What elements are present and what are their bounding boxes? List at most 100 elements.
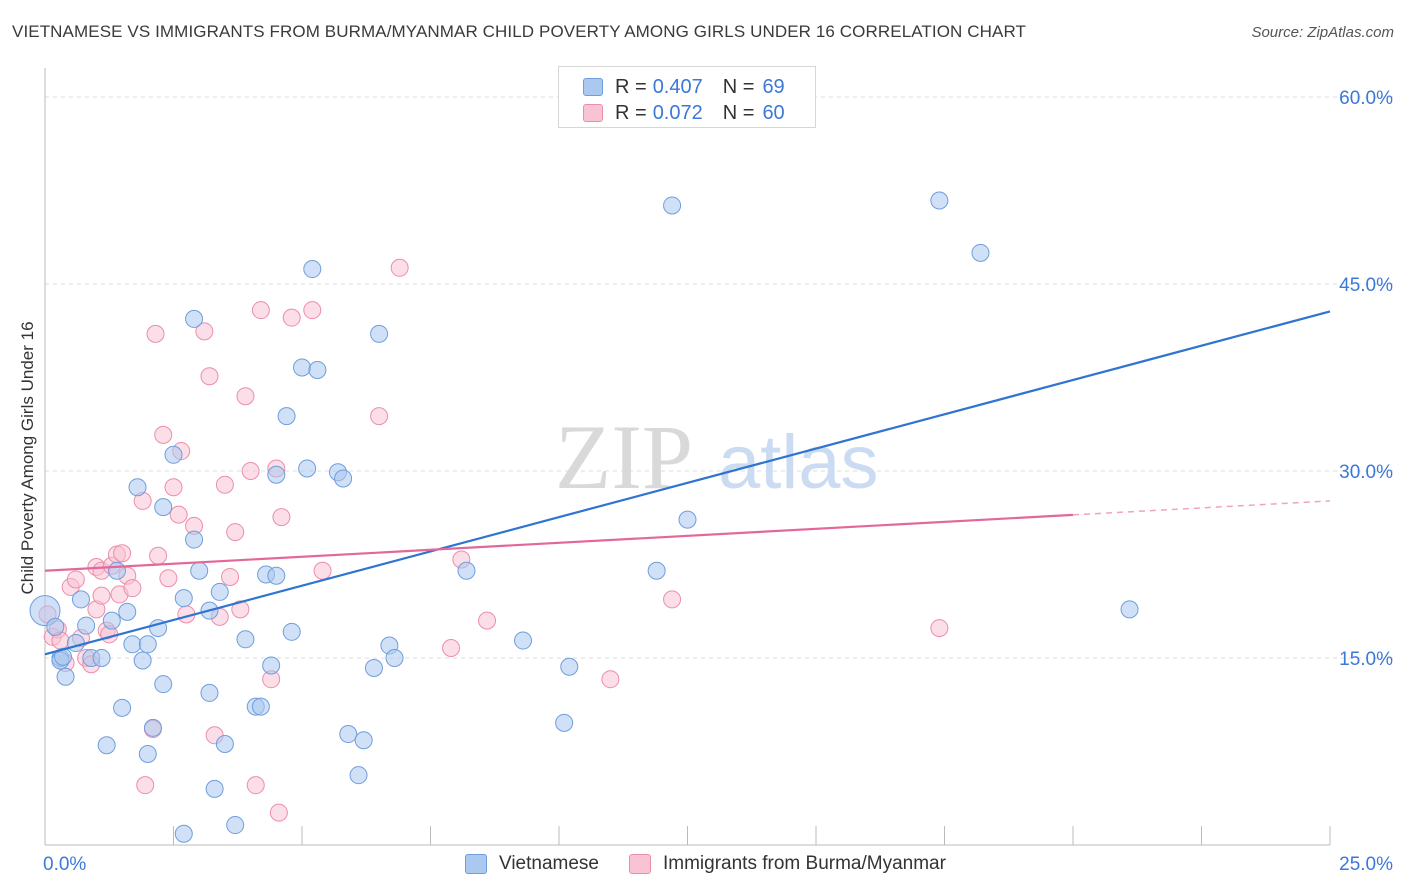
- vietnamese-point: [107, 561, 126, 580]
- source-label: Source: ZipAtlas.com: [1251, 24, 1394, 41]
- burma-point: [169, 505, 188, 524]
- burma-point: [241, 462, 260, 480]
- vietnamese-point: [251, 697, 270, 716]
- burma-point: [478, 611, 497, 630]
- vietnamese-point: [190, 561, 209, 580]
- burma-point: [442, 639, 461, 658]
- burma-swatch: [629, 854, 651, 874]
- burma-point: [113, 544, 132, 563]
- vietnamese-trend-line: [44, 310, 1331, 656]
- vietnamese-point: [154, 498, 173, 517]
- legend-item-vietnamese[interactable]: Vietnamese: [465, 853, 599, 875]
- vietnamese-point: [185, 309, 204, 328]
- vietnamese-point: [143, 718, 162, 737]
- n-label: N =: [722, 75, 755, 98]
- x-tick-label: 0.0%: [43, 854, 86, 875]
- n-value: 69: [762, 75, 785, 98]
- legend-item-burma[interactable]: Immigrants from Burma/Myanmar: [629, 853, 946, 875]
- vietnamese-point: [53, 647, 72, 666]
- vietnamese-point: [215, 735, 234, 754]
- n-label: N =: [722, 101, 755, 124]
- vietnamese-point: [138, 744, 157, 763]
- vietnamese-point: [267, 566, 286, 585]
- vietnamese-point: [133, 651, 152, 670]
- vietnamese-point: [514, 631, 533, 650]
- r-value: 0.407: [652, 75, 703, 98]
- vietnamese-point: [174, 589, 193, 608]
- vietnamese-point: [457, 561, 476, 580]
- vietnamese-point: [385, 649, 404, 667]
- burma-swatch: [583, 104, 603, 122]
- legend-label: Vietnamese: [499, 853, 599, 874]
- y-tick-label: 60.0%: [1339, 88, 1393, 109]
- vietnamese-point: [298, 459, 317, 478]
- x-tick-label: 25.0%: [1339, 854, 1393, 875]
- burma-point: [221, 567, 240, 586]
- vietnamese-point: [364, 658, 383, 677]
- y-tick-label: 30.0%: [1339, 462, 1393, 483]
- vietnamese-point: [663, 196, 682, 215]
- trend-lines: [44, 310, 1331, 656]
- burma-point: [251, 301, 270, 320]
- vietnamese-point: [174, 824, 193, 843]
- vietnamese-point: [262, 656, 281, 675]
- burma-point: [231, 600, 250, 619]
- vietnamese-point: [308, 361, 327, 380]
- burma-point: [164, 478, 183, 497]
- vietnamese-point: [118, 602, 137, 621]
- vietnamese-point: [56, 667, 75, 686]
- burma-point: [236, 387, 255, 406]
- tick-labels: 15.0% 30.0% 45.0% 60.0% 0.0% 25.0%: [43, 88, 1393, 875]
- burma-point: [66, 570, 85, 589]
- vietnamese-point: [164, 445, 183, 464]
- vietnamese-point: [560, 657, 579, 676]
- vietnamese-point: [154, 675, 173, 694]
- vietnamese-point: [113, 698, 132, 717]
- vietnamese-point: [185, 530, 204, 549]
- burma-point: [246, 776, 265, 795]
- stats-box: R = 0.407 N = 69 R = 0.072 N = 60: [558, 66, 816, 128]
- chart-title: VIETNAMESE VS IMMIGRANTS FROM BURMA/MYAN…: [12, 22, 1027, 41]
- vietnamese-point: [1120, 600, 1139, 619]
- vietnamese-point: [29, 595, 61, 627]
- burma-point: [146, 324, 165, 343]
- points-vietnamese: [29, 191, 1139, 843]
- vietnamese-point: [71, 590, 90, 609]
- y-tick-label: 45.0%: [1339, 275, 1393, 296]
- burma-point: [313, 561, 332, 580]
- vietnamese-point: [303, 260, 322, 279]
- burma-point: [92, 586, 111, 605]
- watermark: ZIP atlas: [555, 406, 879, 508]
- vietnamese-point: [354, 731, 373, 750]
- vietnamese-point: [930, 191, 949, 210]
- burma-point: [272, 508, 291, 527]
- points-burma: [38, 258, 949, 822]
- burma-point: [303, 301, 322, 320]
- burma-point: [282, 308, 301, 327]
- n-value: 60: [762, 101, 785, 124]
- vietnamese-point: [339, 725, 358, 744]
- vietnamese-swatch: [465, 854, 487, 874]
- vietnamese-point: [678, 510, 697, 529]
- vietnamese-point: [555, 713, 574, 732]
- vietnamese-point: [46, 617, 65, 636]
- legend-label: Immigrants from Burma/Myanmar: [663, 853, 946, 874]
- vietnamese-point: [123, 635, 142, 654]
- vietnamese-point: [205, 779, 224, 798]
- vietnamese-point: [647, 561, 666, 580]
- vietnamese-point: [236, 630, 255, 649]
- vietnamese-point: [102, 611, 121, 630]
- burma-point: [269, 803, 288, 822]
- vietnamese-point: [293, 358, 311, 377]
- burma-point: [159, 569, 178, 588]
- vietnamese-swatch: [583, 78, 603, 96]
- r-label: R =: [615, 75, 647, 98]
- vietnamese-point: [210, 582, 229, 601]
- burma-point: [136, 776, 155, 795]
- burma-point: [123, 579, 142, 598]
- vietnamese-point: [97, 736, 116, 755]
- burma-point: [370, 407, 389, 426]
- watermark-zip: ZIP: [555, 406, 693, 508]
- vietnamese-point: [200, 683, 219, 702]
